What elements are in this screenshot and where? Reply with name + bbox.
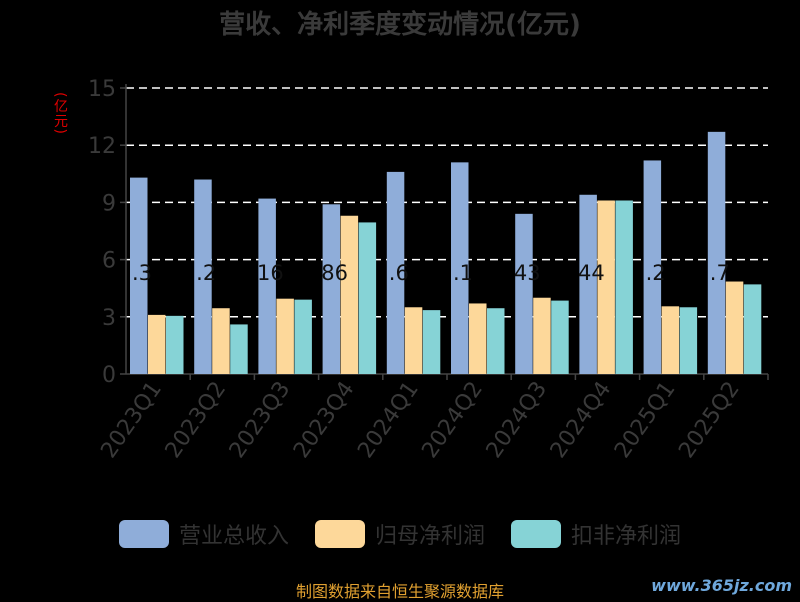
legend-swatch-net-profit	[314, 520, 365, 548]
bar-2024Q4-0[interactable]	[579, 194, 597, 374]
y-tick-label: 9	[102, 191, 116, 216]
bar-annotations: .3 .2 16 86 .6 .1 43 44 .2 .7	[132, 261, 730, 285]
bar-2024Q1-2[interactable]	[422, 310, 441, 374]
bar-2025Q2-0[interactable]	[707, 131, 726, 374]
bar-2025Q2-1[interactable]	[725, 281, 744, 374]
bars	[130, 131, 762, 374]
bar-2023Q1-2[interactable]	[166, 315, 184, 374]
bar-2023Q2-1[interactable]	[212, 308, 230, 374]
bar-2023Q2-0[interactable]	[194, 179, 212, 374]
bar-annotation: .2	[646, 261, 666, 285]
bar-annotation: 43	[514, 261, 541, 285]
bar-2023Q2-2[interactable]	[230, 324, 248, 374]
y-tick-label: 15	[88, 77, 116, 102]
x-tick-label: 2023Q1	[96, 377, 167, 463]
x-tick-label: 2023Q3	[225, 377, 296, 463]
bar-2023Q4-0[interactable]	[322, 204, 341, 374]
bar-2024Q2-2[interactable]	[487, 308, 505, 374]
y-tick-label: 3	[102, 306, 116, 331]
x-tick-labels: 2023Q12023Q22023Q32023Q42024Q12024Q22024…	[96, 377, 744, 463]
legend-item-net-profit[interactable]: 归母净利润	[314, 518, 485, 550]
bar-2024Q1-0[interactable]	[386, 171, 405, 374]
bar-annotation: .3	[132, 261, 152, 285]
legend-item-revenue[interactable]: 营业总收入	[118, 518, 289, 550]
bar-annotation: .1	[453, 261, 473, 285]
bar-2024Q2-1[interactable]	[469, 303, 487, 374]
y-tick-label: 12	[88, 134, 116, 159]
legend-label-deducted-profit: 扣非净利润	[571, 524, 682, 549]
bar-2024Q4-1[interactable]	[597, 200, 615, 374]
legend: 营业总收入 归母净利润 扣非净利润	[0, 518, 800, 550]
legend-swatch-deducted-profit	[511, 520, 561, 548]
bar-2025Q1-0[interactable]	[643, 160, 662, 374]
watermark: www.365jz.com	[651, 576, 792, 595]
legend-item-deducted-profit[interactable]: 扣非净利润	[511, 518, 681, 550]
bar-2023Q3-0[interactable]	[258, 198, 276, 374]
x-tick-label: 2025Q1	[610, 377, 681, 463]
x-tick-label: 2024Q3	[482, 377, 553, 463]
grid-lines	[126, 87, 768, 318]
bar-annotation: .7	[710, 261, 730, 285]
bar-2023Q4-1[interactable]	[340, 215, 359, 374]
bar-2024Q4-2[interactable]	[615, 200, 633, 374]
x-tick-label: 2024Q2	[417, 377, 488, 463]
x-tick-label: 2025Q2	[674, 377, 745, 463]
source-note: 制图数据来自恒生聚源数据库	[295, 582, 504, 601]
x-tick-label: 2023Q2	[161, 377, 232, 463]
bar-2025Q2-2[interactable]	[743, 284, 762, 374]
legend-swatch-revenue	[118, 520, 169, 548]
y-tick-labels: 0 3 6 9 12 15	[88, 77, 116, 388]
bar-2023Q3-1[interactable]	[276, 298, 294, 374]
x-tick-label: 2023Q4	[289, 377, 360, 463]
legend-label-net-profit: 归母净利润	[374, 524, 485, 549]
y-tick-label: 0	[102, 363, 116, 388]
bar-2023Q1-1[interactable]	[148, 314, 166, 374]
bar-2023Q1-0[interactable]	[130, 177, 148, 374]
x-tick-label: 2024Q1	[353, 377, 424, 463]
bar-2023Q4-2[interactable]	[358, 222, 377, 374]
bar-annotation: .6	[389, 261, 409, 285]
y-axis-label: (亿元)	[52, 92, 68, 135]
bar-annotation: 44	[578, 261, 605, 285]
bar-2024Q3-1[interactable]	[533, 297, 551, 374]
bar-2025Q1-2[interactable]	[679, 307, 698, 374]
bar-2025Q1-1[interactable]	[661, 306, 680, 374]
chart-title: 营收、净利季度变动情况(亿元)	[219, 10, 581, 40]
bar-annotation: .2	[196, 261, 216, 285]
bar-2024Q3-2[interactable]	[551, 300, 569, 374]
bar-2024Q1-1[interactable]	[404, 307, 423, 374]
bar-annotation: 86	[321, 261, 348, 285]
bar-annotation: 16	[257, 261, 284, 285]
y-tick-label: 6	[102, 249, 116, 274]
legend-label-revenue: 营业总收入	[178, 524, 289, 549]
bar-2024Q2-0[interactable]	[451, 162, 469, 374]
bar-2023Q3-2[interactable]	[294, 299, 312, 374]
bar-2024Q3-0[interactable]	[515, 213, 533, 374]
x-tick-label: 2024Q4	[546, 377, 617, 463]
